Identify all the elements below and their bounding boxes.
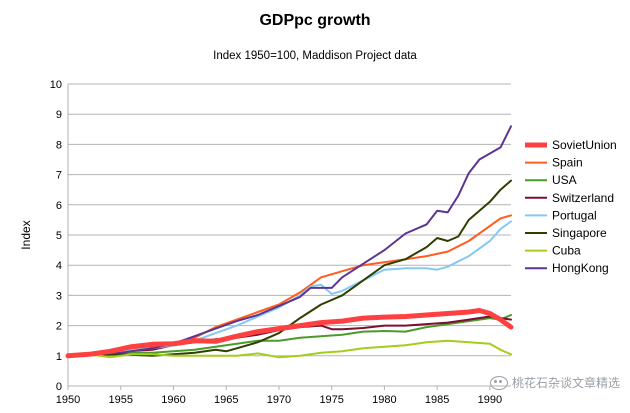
x-tick-label: 1980: [372, 394, 396, 406]
y-tick-label: 9: [56, 109, 62, 121]
watermark: 桃花石杂谈文章精选: [489, 374, 620, 391]
legend-label-cuba: Cuba: [552, 244, 581, 258]
x-tick-label: 1970: [267, 394, 291, 406]
y-tick-label: 10: [50, 79, 62, 91]
series-line-cuba: [67, 339, 512, 359]
series-line-sovietunion: [65, 308, 514, 359]
y-tick-label: 5: [56, 230, 62, 242]
y-tick-label: 1: [56, 351, 62, 363]
chart-subtitle: Index 1950=100, Maddison Project data: [213, 50, 417, 62]
y-tick-label: 4: [56, 260, 62, 272]
legend-label-sovietunion: SovietUnion: [552, 138, 617, 152]
x-tick-label: 1975: [319, 394, 343, 406]
y-tick-label: 7: [56, 170, 62, 182]
y-tick-label: 0: [56, 381, 62, 393]
watermark-text: 桃花石杂谈文章精选: [511, 376, 620, 390]
x-tick-label: 1990: [478, 394, 502, 406]
y-tick-label: 6: [56, 200, 62, 212]
series-line-spain: [67, 214, 512, 357]
legend-label-hongkong: HongKong: [552, 261, 609, 275]
chart-series-lines: [65, 125, 514, 359]
chart-axes: 0 1 2 3 4 5 6 7 8 9 10 1950 1955 1960 1965 1970 1975 1980…: [19, 79, 511, 406]
x-tick-label: 1985: [425, 394, 449, 406]
x-tick-label: 1960: [161, 394, 185, 406]
series-line-usa: [67, 314, 512, 357]
x-tick-label: 1950: [56, 394, 80, 406]
y-tick-label: 3: [56, 290, 62, 302]
x-tick-label: 1955: [108, 394, 132, 406]
chart-legend: SovietUnion Spain USA Switzerland Portugal Si…: [525, 138, 617, 275]
series-line-singapore: [67, 179, 512, 357]
series-line-portugal: [67, 220, 512, 357]
legend-label-usa: USA: [552, 173, 577, 187]
wechat-icon: [489, 375, 508, 390]
legend-label-portugal: Portugal: [552, 208, 597, 222]
y-axis-label: Index: [19, 220, 33, 249]
chart-title: GDPpc growth: [259, 12, 371, 29]
legend-label-singapore: Singapore: [552, 226, 607, 240]
legend-label-spain: Spain: [552, 156, 583, 170]
y-tick-label: 2: [56, 321, 62, 333]
x-tick-label: 1965: [214, 394, 238, 406]
legend-label-switzerland: Switzerland: [552, 191, 614, 205]
y-tick-label: 8: [56, 139, 62, 151]
